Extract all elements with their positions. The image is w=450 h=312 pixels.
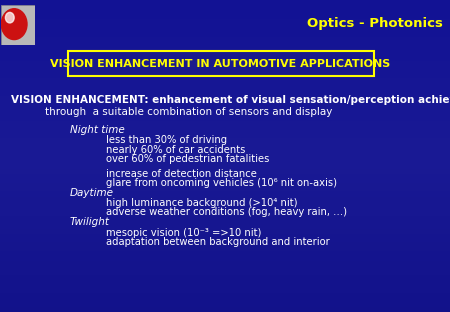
Text: Night time: Night time bbox=[70, 125, 125, 135]
Text: VISION ENHANCEMENT IN AUTOMOTIVE APPLICATIONS: VISION ENHANCEMENT IN AUTOMOTIVE APPLICA… bbox=[50, 59, 391, 69]
Text: adverse weather conditions (fog, heavy rain, …): adverse weather conditions (fog, heavy r… bbox=[106, 207, 347, 217]
Text: through  a suitable combination of sensors and display: through a suitable combination of sensor… bbox=[45, 107, 333, 117]
Circle shape bbox=[5, 12, 14, 23]
Text: mesopic vision (10⁻³ =>10 nit): mesopic vision (10⁻³ =>10 nit) bbox=[106, 228, 261, 238]
Text: VISION ENHANCEMENT: enhancement of visual sensation/perception achieved: VISION ENHANCEMENT: enhancement of visua… bbox=[11, 95, 450, 105]
Text: Optics - Photonics: Optics - Photonics bbox=[307, 17, 443, 30]
Text: over 60% of pedestrian fatalities: over 60% of pedestrian fatalities bbox=[106, 154, 269, 164]
Text: adaptation between background and interior: adaptation between background and interi… bbox=[106, 237, 329, 247]
Text: less than 30% of driving: less than 30% of driving bbox=[106, 135, 227, 145]
Text: increase of detection distance: increase of detection distance bbox=[106, 169, 256, 179]
FancyBboxPatch shape bbox=[68, 51, 374, 76]
FancyBboxPatch shape bbox=[1, 5, 35, 45]
Text: high luminance background (>10⁴ nit): high luminance background (>10⁴ nit) bbox=[106, 198, 297, 208]
Text: Twilight: Twilight bbox=[70, 217, 110, 227]
Text: nearly 60% of car accidents: nearly 60% of car accidents bbox=[106, 145, 245, 155]
Text: glare from oncoming vehicles (10⁶ nit on-axis): glare from oncoming vehicles (10⁶ nit on… bbox=[106, 178, 337, 188]
Text: Daytime: Daytime bbox=[70, 188, 114, 198]
Circle shape bbox=[1, 9, 27, 40]
